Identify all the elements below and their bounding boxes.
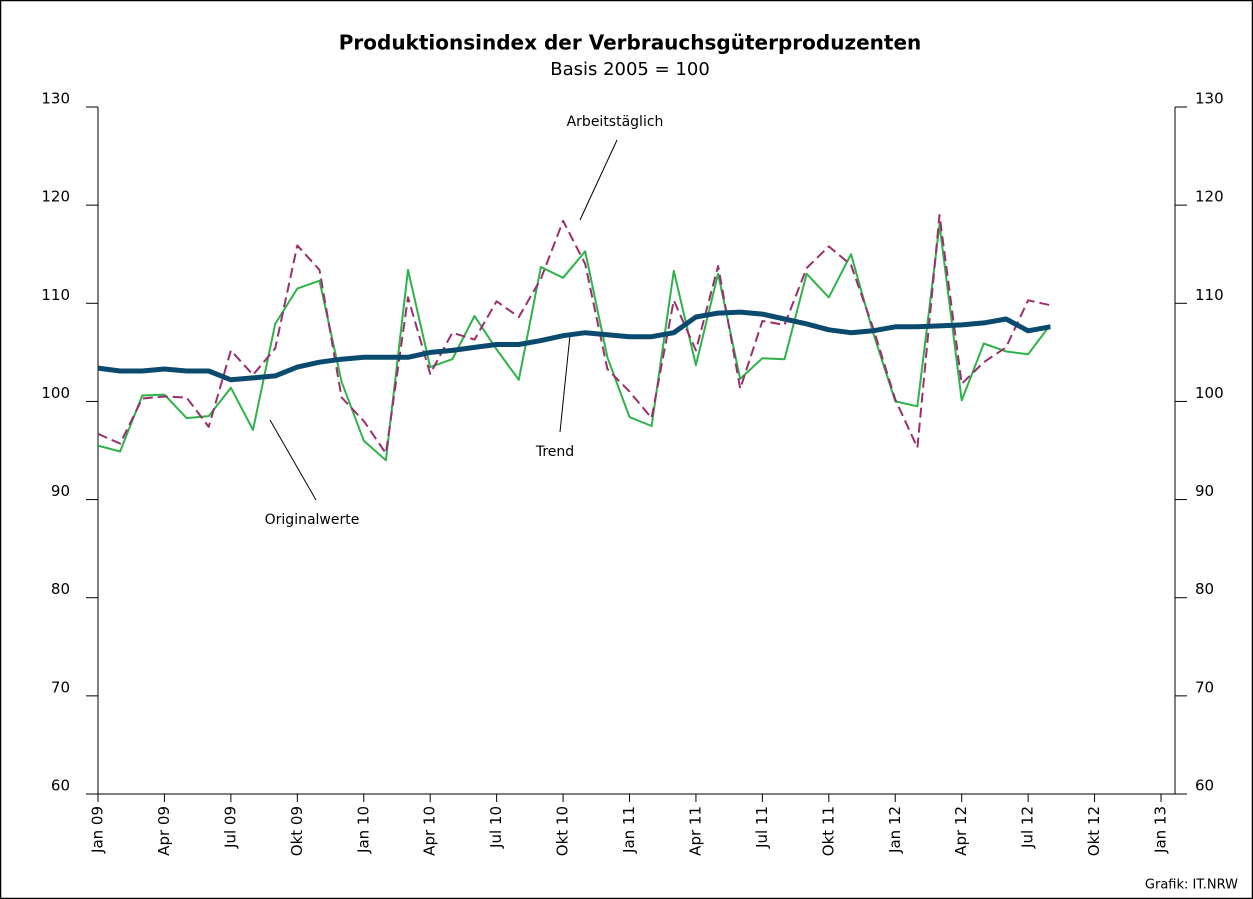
y2-tick-label: 130 <box>1195 90 1224 108</box>
y-tick-label: 120 <box>41 188 70 206</box>
x-tick-label: Jan 11 <box>620 806 638 854</box>
y2-tick-label: 70 <box>1195 678 1214 696</box>
x-tick-label: Jul 09 <box>221 806 239 849</box>
x-tick-label: Jan 10 <box>354 806 372 854</box>
x-tick-label: Jan 13 <box>1152 806 1170 854</box>
y-tick-label: 130 <box>41 90 70 108</box>
y2-tick-label: 60 <box>1195 777 1214 795</box>
chart-subtitle: Basis 2005 = 100 <box>550 59 710 80</box>
y-tick-label: 100 <box>41 384 70 402</box>
annotation-leader <box>579 139 618 221</box>
x-tick-label: Jan 12 <box>886 806 904 854</box>
x-tick-label: Apr 09 <box>155 806 173 856</box>
y2-tick-label: 120 <box>1195 188 1224 206</box>
y-tick-label: 80 <box>51 580 70 598</box>
y2-tick-label: 90 <box>1195 482 1214 500</box>
x-tick-label: Apr 12 <box>952 806 970 856</box>
x-tick-label: Apr 10 <box>421 806 439 856</box>
annotation-leader <box>269 419 317 501</box>
x-tick-label: Okt 11 <box>819 806 837 856</box>
source: Grafik: IT.NRW <box>1145 878 1238 893</box>
y-tick-label: 90 <box>51 482 70 500</box>
annotation-leader <box>559 334 571 433</box>
chart-title: Produktionsindex der Verbrauchsgüterprod… <box>339 31 922 55</box>
y-tick-label: 60 <box>51 777 70 795</box>
x-tick-label: Okt 09 <box>288 806 306 856</box>
x-tick-label: Jul 11 <box>753 806 771 849</box>
annotation: Trend <box>535 444 574 460</box>
y-tick-label: 70 <box>51 678 70 696</box>
x-tick-label: Okt 10 <box>554 806 572 856</box>
series-line <box>97 223 1052 462</box>
annotation: Arbeitstäglich <box>567 114 664 130</box>
y2-tick-label: 110 <box>1195 286 1224 304</box>
x-tick-label: Jan 09 <box>89 806 107 854</box>
y-tick-label: 110 <box>41 286 70 304</box>
x-tick-label: Apr 11 <box>686 806 704 856</box>
annotation: Originalwerte <box>265 512 360 528</box>
series-line <box>97 214 1051 455</box>
y2-tick-label: 100 <box>1195 384 1224 402</box>
x-tick-label: Okt 12 <box>1085 806 1103 856</box>
y2-tick-label: 80 <box>1195 580 1214 598</box>
x-tick-label: Jul 10 <box>487 806 505 849</box>
x-tick-label: Jul 12 <box>1019 806 1037 849</box>
series-line <box>97 309 1051 383</box>
